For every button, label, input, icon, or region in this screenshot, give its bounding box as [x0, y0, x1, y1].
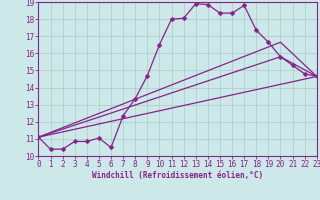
- X-axis label: Windchill (Refroidissement éolien,°C): Windchill (Refroidissement éolien,°C): [92, 171, 263, 180]
